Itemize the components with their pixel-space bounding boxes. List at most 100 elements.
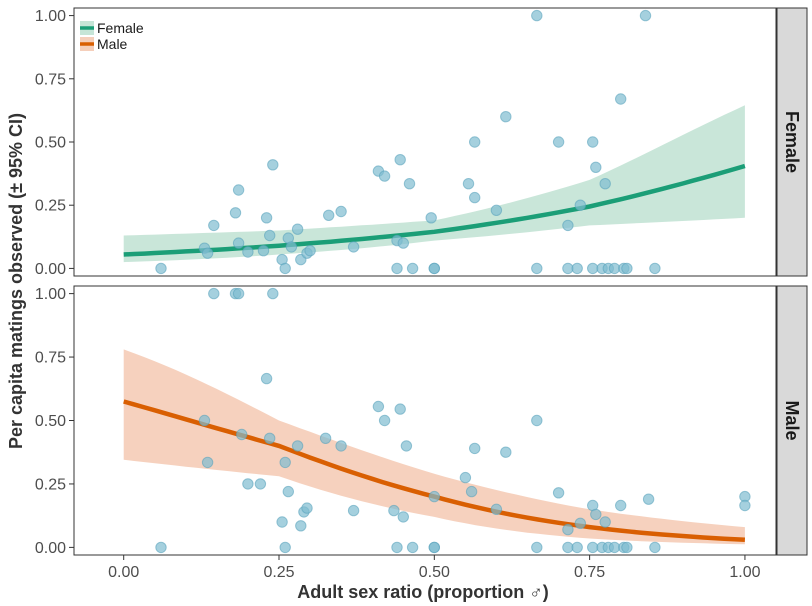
x-tick-label: 0.00	[108, 564, 139, 581]
data-point	[232, 287, 245, 300]
data-point	[279, 262, 291, 275]
data-point	[372, 400, 385, 413]
data-point	[347, 504, 360, 517]
data-point	[465, 485, 478, 498]
strip-background	[776, 7, 808, 277]
data-point	[201, 247, 214, 259]
data-point	[391, 541, 403, 554]
data-point	[335, 440, 347, 452]
y-tick-label: 1.00	[35, 8, 66, 25]
data-point	[347, 241, 360, 253]
data-point	[155, 262, 167, 275]
data-point	[425, 212, 437, 224]
data-point	[267, 159, 279, 171]
data-point	[267, 287, 279, 300]
data-point	[642, 493, 655, 505]
data-point	[571, 541, 583, 554]
data-point	[378, 170, 391, 182]
y-tick-label: 0.25	[35, 476, 66, 493]
data-point	[279, 456, 291, 469]
data-point	[319, 432, 332, 444]
data-point	[587, 262, 599, 275]
data-point	[639, 9, 652, 22]
data-point	[260, 212, 273, 224]
data-point	[236, 428, 248, 441]
data-point	[260, 372, 273, 385]
data-point	[599, 516, 611, 528]
y-tick-label: 0.00	[35, 261, 66, 278]
data-point	[254, 478, 267, 490]
data-point	[295, 520, 307, 532]
y-tick-label: 0.25	[35, 198, 66, 215]
x-tick-label: 0.25	[263, 564, 294, 581]
data-point	[388, 504, 400, 517]
data-point	[469, 136, 481, 148]
data-point	[397, 511, 409, 523]
y-tick-label: 1.00	[35, 286, 66, 303]
data-point	[587, 541, 599, 554]
data-point	[587, 136, 599, 148]
data-point	[257, 245, 270, 257]
y-tick-label: 0.50	[35, 135, 66, 152]
data-point	[279, 541, 291, 554]
data-point	[198, 414, 211, 427]
data-point	[323, 209, 335, 222]
data-point	[621, 262, 633, 275]
data-point	[615, 93, 627, 105]
strip-background	[776, 285, 808, 556]
data-point	[229, 207, 242, 219]
data-point	[649, 541, 661, 554]
data-point	[571, 262, 583, 275]
data-point	[301, 502, 313, 514]
data-point	[590, 508, 602, 521]
data-point	[201, 456, 214, 469]
data-point	[400, 440, 413, 452]
panel-female: Female 0.00 0.25 0.50 0.75 1.00	[35, 7, 808, 278]
data-point	[242, 478, 254, 490]
data-point	[264, 229, 276, 242]
data-point	[428, 541, 440, 554]
data-point	[264, 432, 276, 444]
data-point	[562, 219, 574, 232]
legend: Female Male	[80, 20, 144, 52]
data-point	[428, 490, 440, 503]
data-point	[242, 246, 254, 258]
strip-label-male: Male	[782, 400, 802, 440]
data-point	[291, 223, 304, 235]
data-point	[621, 541, 633, 554]
data-point	[469, 442, 481, 455]
data-point	[739, 499, 751, 512]
data-point	[208, 219, 220, 232]
x-tick-label: 0.50	[419, 564, 450, 581]
data-point	[552, 487, 565, 499]
data-point	[291, 440, 304, 452]
panels: Female 0.00 0.25 0.50 0.75 1.00 Male 0.00 0.25 0.…	[35, 7, 808, 581]
strip-label-female: Female	[782, 111, 802, 173]
data-point	[599, 178, 611, 190]
data-point	[574, 517, 586, 529]
data-point	[208, 287, 220, 300]
data-point	[500, 446, 512, 458]
data-point	[459, 471, 472, 484]
fit-line	[123, 163, 746, 257]
data-point	[276, 516, 288, 528]
y-tick-label: 0.75	[35, 350, 66, 367]
data-point	[649, 262, 661, 275]
x-axis-title: Adult sex ratio (proportion ♂)	[297, 582, 549, 602]
data-point	[378, 414, 391, 427]
data-point	[531, 9, 543, 22]
data-point	[500, 111, 512, 123]
ci-ribbon	[123, 349, 745, 545]
data-point	[232, 184, 245, 196]
data-point	[304, 245, 316, 257]
data-point	[232, 237, 245, 249]
data-point	[391, 262, 403, 275]
y-tick-label: 0.50	[35, 413, 66, 430]
data-point	[469, 191, 481, 204]
data-point	[403, 178, 416, 190]
data-point	[531, 414, 543, 427]
data-point	[285, 241, 298, 253]
y-axis-title: Per capita matings observed (± 95% CI)	[6, 113, 26, 449]
data-point	[155, 541, 167, 554]
